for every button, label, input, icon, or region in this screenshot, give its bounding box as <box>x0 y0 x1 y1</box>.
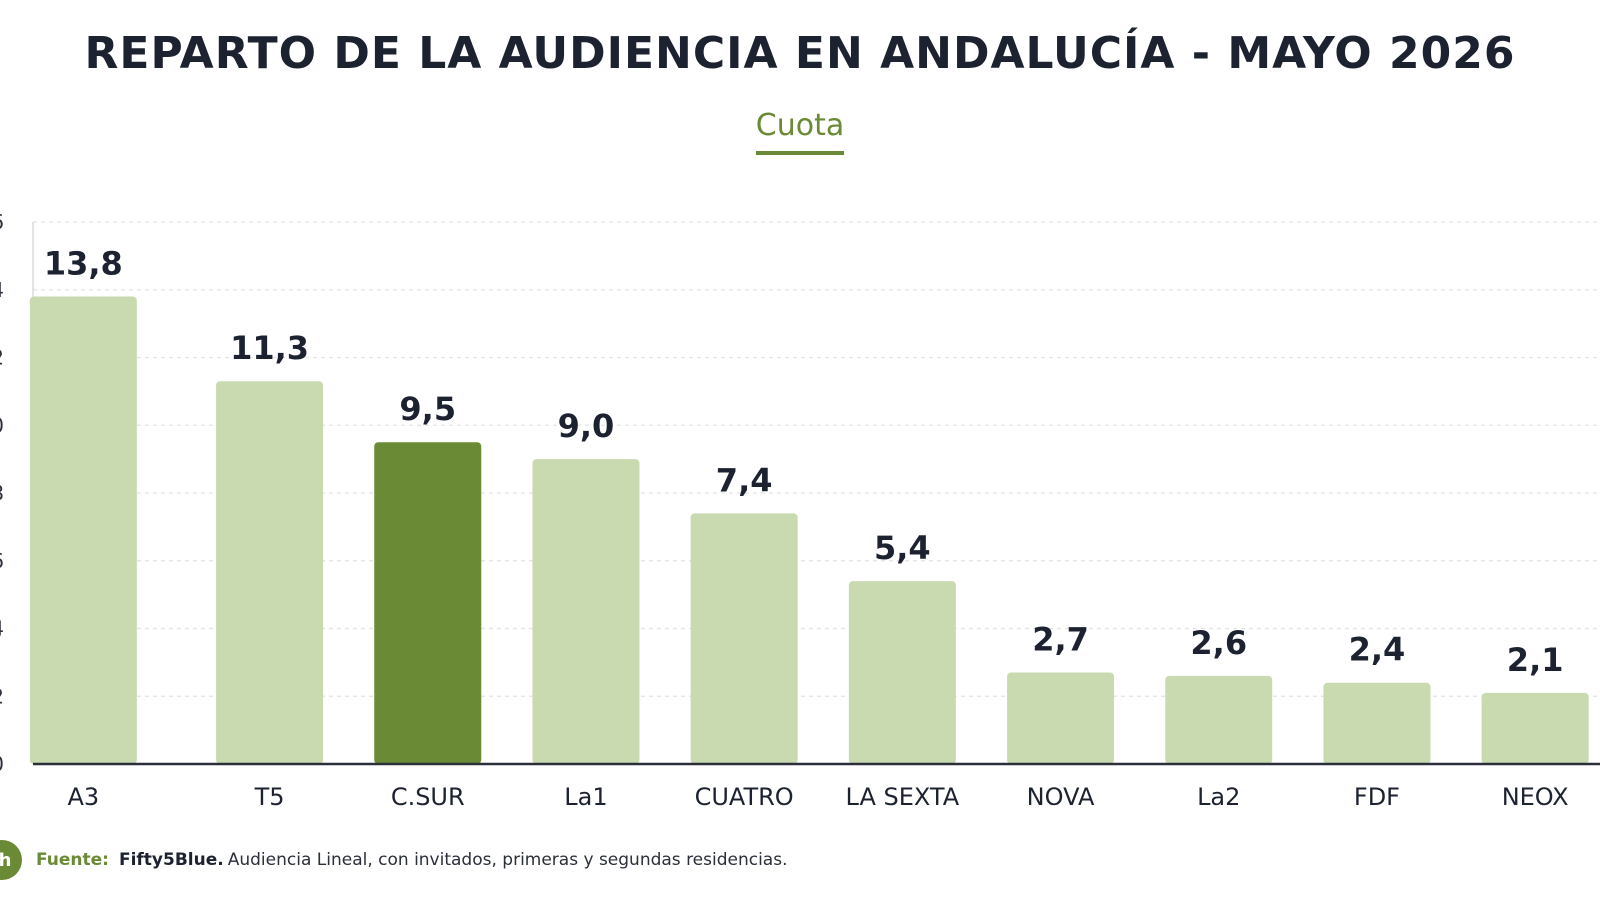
x-tick-label: NEOX <box>1502 783 1569 811</box>
y-tick-label: 14 <box>0 278 4 302</box>
data-label: 5,4 <box>874 529 931 567</box>
chart-title: REPARTO DE LA AUDIENCIA EN ANDALUCÍA - M… <box>84 28 1516 79</box>
data-label: 2,6 <box>1190 624 1247 662</box>
source-brand: Fifty5Blue. <box>118 850 224 870</box>
y-tick-label: 2 <box>0 684 4 708</box>
y-tick-label: 4 <box>0 617 4 641</box>
x-tick-label: La2 <box>1197 783 1240 811</box>
y-tick-label: 6 <box>0 549 4 573</box>
data-label: 2,7 <box>1032 621 1089 659</box>
y-tick-label: 0 <box>0 752 4 776</box>
source-text: Audiencia Lineal, con invitados, primera… <box>227 850 788 870</box>
bar <box>29 296 137 764</box>
y-tick-label: 12 <box>0 346 4 370</box>
x-tick-label: La1 <box>564 783 607 811</box>
data-label: 2,1 <box>1507 641 1564 679</box>
x-tick-label: LA SEXTA <box>846 783 960 811</box>
x-tick-label: T5 <box>254 783 285 811</box>
data-label: 11,3 <box>230 329 309 367</box>
source-note: lh Fuente: Fifty5Blue. Audiencia Lineal,… <box>0 838 788 882</box>
bar <box>532 459 640 764</box>
bar <box>690 513 798 764</box>
x-tick-label: FDF <box>1354 783 1400 811</box>
y-tick-label: 10 <box>0 413 4 437</box>
data-label: 7,4 <box>716 461 773 499</box>
brand-logo-icon: lh <box>0 840 22 880</box>
data-label: 13,8 <box>44 245 123 283</box>
bar <box>374 442 482 764</box>
bar <box>1007 672 1115 764</box>
bar <box>848 581 956 764</box>
x-tick-label: NOVA <box>1027 783 1095 811</box>
x-tick-label: CUATRO <box>695 783 794 811</box>
bar <box>1323 682 1431 764</box>
data-label: 9,5 <box>399 390 456 428</box>
data-label: 9,0 <box>558 407 615 445</box>
bar <box>1165 675 1273 764</box>
source-label: Fuente: <box>36 850 109 870</box>
bar <box>216 381 324 764</box>
y-tick-label: 16 <box>0 210 4 234</box>
x-tick-label: A3 <box>68 783 100 811</box>
bar-chart: 0 2 4 6 8 10 12 14 16 13,8 A3 11,3 T5 9,5 C.SUR 9,0 La1 7… <box>0 210 1600 811</box>
x-tick-label: C.SUR <box>391 783 465 811</box>
data-label: 2,4 <box>1349 631 1406 669</box>
tab-cuota[interactable]: Cuota <box>755 108 845 155</box>
y-tick-label: 8 <box>0 481 4 505</box>
bar <box>1481 692 1589 764</box>
